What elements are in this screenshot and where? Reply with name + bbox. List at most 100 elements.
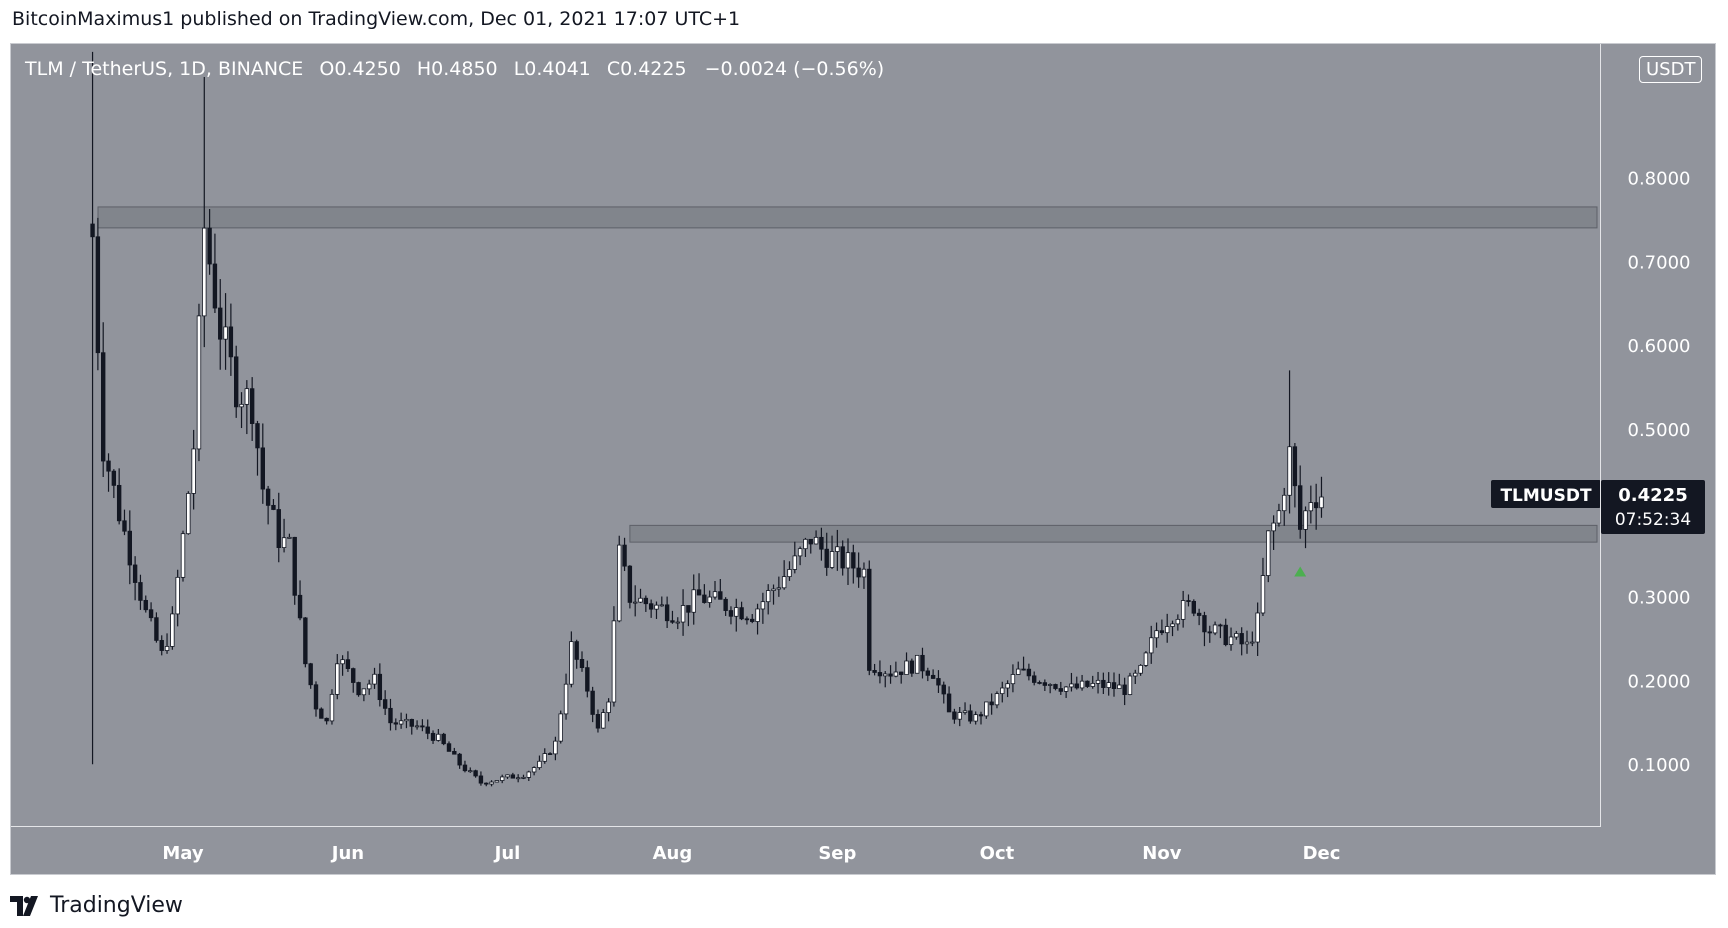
candle (1042, 679, 1048, 691)
candle (1032, 671, 1037, 686)
candle (1250, 631, 1255, 647)
close-label: C (606, 58, 621, 80)
candle (287, 533, 292, 539)
publisher-header: BitcoinMaximus1 published on TradingView… (12, 8, 741, 30)
candle (462, 760, 468, 773)
candle (851, 544, 856, 584)
candle (164, 633, 170, 654)
candle (1175, 614, 1181, 631)
price-axis[interactable]: 0.80000.70000.60000.50000.40000.30000.20… (1601, 44, 1717, 826)
candle (1010, 664, 1016, 693)
symbol-price-label: TLMUSDT (1491, 479, 1601, 508)
candle (611, 606, 617, 707)
candle (1154, 622, 1159, 648)
candlestick-plot: TLMUSDT (90, 51, 1601, 787)
candle (1260, 557, 1266, 617)
tradingview-brand[interactable]: TradingView (10, 893, 183, 918)
candle (313, 681, 319, 717)
candle (366, 679, 372, 695)
candle (1234, 630, 1239, 640)
candle (978, 711, 984, 725)
candle (840, 540, 845, 576)
chart-frame: TLMUSDT TLM / TetherUS, 1D, BINANCE O0.4… (10, 43, 1716, 875)
candle (899, 671, 904, 684)
candle (212, 233, 218, 314)
candle (670, 610, 675, 624)
y-tick-label: 0.1000 (1628, 755, 1691, 776)
x-tick-label: May (162, 843, 204, 864)
candle (1095, 671, 1101, 694)
time-axis-ticks: May Jun Jul Aug Sep Oct Nov Dec (162, 843, 1341, 864)
candle (393, 718, 398, 731)
candle (883, 671, 888, 688)
candle (766, 584, 771, 615)
current-price-tag: 0.4225 07:52:34 (1601, 479, 1705, 534)
candle (925, 667, 930, 682)
candle (1101, 672, 1106, 695)
candle (335, 654, 340, 700)
candle (1085, 680, 1090, 688)
symbol-label[interactable]: TLM / TetherUS, 1D, BINANCE (25, 58, 304, 80)
high-value: 0.4850 (431, 58, 498, 80)
x-tick-label: Dec (1303, 843, 1341, 864)
x-tick-label: Nov (1142, 843, 1181, 864)
candle (1127, 672, 1133, 696)
candle (1319, 476, 1324, 518)
candle (1186, 594, 1191, 607)
candle (388, 698, 393, 731)
candle (941, 681, 946, 704)
candle (1244, 630, 1250, 654)
candle (686, 605, 691, 627)
candle (617, 535, 622, 623)
candle (1196, 608, 1202, 626)
candle (452, 747, 457, 755)
candle (601, 708, 606, 729)
candle (249, 377, 255, 441)
candle (867, 560, 872, 676)
candle (1069, 672, 1074, 692)
candle (648, 599, 654, 618)
candle (1149, 625, 1154, 664)
candle (771, 584, 776, 605)
candle (579, 651, 585, 672)
candle (1218, 623, 1223, 639)
breakout-marker-icon (1294, 566, 1307, 577)
ohlc-legend: TLM / TetherUS, 1D, BINANCE O0.4250 H0.4… (25, 58, 884, 80)
candle (691, 574, 696, 625)
price-axis-ticks: 0.80000.70000.60000.50000.40000.30000.20… (1601, 169, 1705, 776)
candle (696, 573, 702, 596)
time-axis[interactable]: May Jun Jul Aug Sep Oct Nov Dec (11, 826, 1600, 876)
x-tick-label: Aug (653, 843, 693, 864)
candle (223, 293, 228, 370)
candle (664, 596, 670, 629)
candle (893, 661, 899, 678)
candle (1111, 672, 1117, 697)
candle (308, 662, 313, 689)
candle (1133, 669, 1138, 685)
candle (1271, 515, 1276, 550)
candle (95, 217, 101, 371)
candle (872, 663, 877, 676)
candle (638, 588, 643, 604)
candle (425, 719, 430, 740)
candle (856, 552, 861, 588)
open-label: O (319, 58, 335, 80)
candle (547, 752, 553, 755)
candle (585, 660, 590, 698)
candle (499, 774, 505, 784)
plot-area[interactable]: TLMUSDT TLM / TetherUS, 1D, BINANCE O0.4… (11, 44, 1601, 827)
candle (239, 392, 244, 429)
candle (1266, 530, 1271, 583)
candle (271, 499, 276, 511)
candle (202, 77, 207, 348)
candle (526, 770, 531, 782)
currency-unit-button[interactable]: USDT (1639, 56, 1703, 83)
candle (1303, 506, 1308, 549)
candle (1005, 680, 1010, 698)
candle (382, 690, 388, 715)
y-tick-label: 0.7000 (1628, 252, 1691, 273)
candle (1255, 602, 1260, 656)
candle (1053, 683, 1058, 691)
candle (973, 711, 978, 725)
candle (595, 709, 601, 733)
